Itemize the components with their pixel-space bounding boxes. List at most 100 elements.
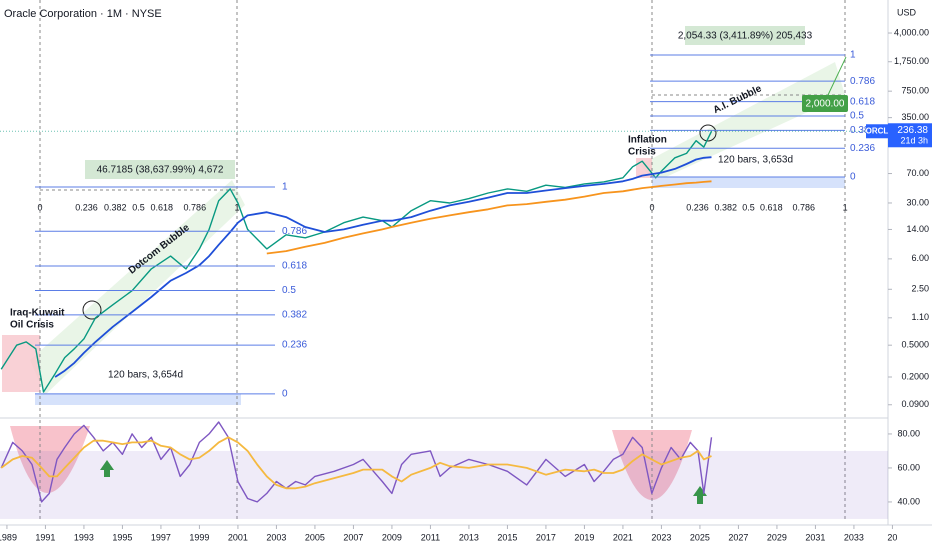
x-tick-label: 1999 xyxy=(189,532,209,542)
measure-text: 46.7185 (38,637.99%) 4,672 xyxy=(97,165,224,176)
x-tick-label: 2003 xyxy=(266,532,286,542)
fib-time-label: 0.382 xyxy=(104,202,127,212)
price-pane xyxy=(0,130,713,393)
y-tick-label: 2.50 xyxy=(911,284,929,294)
chart-title: Oracle Corporation · 1M · NYSE xyxy=(4,8,162,20)
x-tick-label: 2011 xyxy=(421,532,440,542)
y-tick-label: 0.0900 xyxy=(901,399,929,409)
annotation: Inflation xyxy=(628,135,667,146)
measure-box xyxy=(85,160,235,179)
price-tag-text: 236.38 xyxy=(897,125,928,136)
y-tick-label: 14.00 xyxy=(906,224,929,234)
fib-label: 0.5 xyxy=(282,285,296,296)
x-tick-label: 2027 xyxy=(728,532,748,542)
fib-time-label: 0 xyxy=(38,202,43,212)
x-tick-label: 20 xyxy=(887,532,897,542)
bar-count: 120 bars, 3,653d xyxy=(718,155,793,166)
symbol-tag-text: ORCL xyxy=(866,126,889,135)
x-tick-label: 1997 xyxy=(151,532,171,542)
annotation: Crisis xyxy=(628,147,656,158)
x-tick-label: 2025 xyxy=(690,532,710,542)
fib-time-label: 0.786 xyxy=(184,202,207,212)
fib-label: 0.236 xyxy=(850,143,875,154)
currency: USD xyxy=(897,7,917,17)
channel xyxy=(30,180,245,395)
series-line xyxy=(0,421,713,503)
fib-label: 0.786 xyxy=(282,226,307,237)
x-tick-label: 2023 xyxy=(651,532,671,542)
x-tick-label: 2015 xyxy=(497,532,517,542)
channel xyxy=(640,62,845,182)
bar-count: 120 bars, 3,654d xyxy=(108,370,183,381)
y-tick-label: 70.00 xyxy=(906,168,929,178)
price-tag xyxy=(888,123,932,148)
y-tick-label: 0.5000 xyxy=(901,340,929,350)
measure-box xyxy=(685,26,805,45)
target-box xyxy=(802,95,848,112)
rsi-pane xyxy=(0,421,888,519)
fib-label: 1 xyxy=(850,50,856,61)
y-tick-label: 1,750.00 xyxy=(894,56,929,66)
x-tick-label: 2033 xyxy=(844,532,864,542)
fib-time-label: 0 xyxy=(649,202,654,212)
highlight-circle xyxy=(699,124,717,142)
y-tick-label: 6.00 xyxy=(911,253,929,263)
x-tick-label: 2005 xyxy=(305,532,325,542)
x-tick-label: 2029 xyxy=(767,532,787,542)
fib-time-label: 0.786 xyxy=(792,202,815,212)
y-tick-label: 4,000.00 xyxy=(894,27,929,37)
x-tick-label: 2021 xyxy=(613,532,633,542)
y-tick-label: 350.00 xyxy=(901,112,929,122)
series-line xyxy=(0,130,713,393)
x-tick-label: 2009 xyxy=(382,532,402,542)
y-tick-label: 0.2000 xyxy=(901,371,929,381)
y-tick-label: 80.00 xyxy=(897,428,920,438)
fib-time-label: 0.236 xyxy=(75,202,98,212)
x-tick-label: 1991 xyxy=(35,532,55,542)
y-tick-label: 60.00 xyxy=(897,462,920,472)
fib-label: 0.5 xyxy=(850,111,864,122)
highlight-circle xyxy=(82,300,102,320)
fib-band xyxy=(652,177,845,188)
fib-band xyxy=(35,394,241,405)
target-label: 2,000.00 xyxy=(806,99,845,110)
series-line xyxy=(266,180,712,255)
annotation: Oil Crisis xyxy=(10,320,54,331)
x-tick-label: 1995 xyxy=(112,532,132,542)
crisis-zone xyxy=(2,335,40,392)
fib-time-label: 0.618 xyxy=(150,202,173,212)
fib-time-label: 1 xyxy=(843,202,848,212)
series-line xyxy=(0,436,712,490)
fib-label: 0.382 xyxy=(282,310,307,321)
fib-label: 0.618 xyxy=(282,261,307,272)
y-tick-label: 40.00 xyxy=(897,496,920,506)
symbol-tag xyxy=(866,124,888,139)
drawings xyxy=(0,0,932,526)
x-tick-label: 1993 xyxy=(74,532,94,542)
fib-time-label: 0.618 xyxy=(760,202,783,212)
measure-text: 2,054.33 (3,411.89%) 205,433 xyxy=(678,31,813,42)
fib-time-label: 1 xyxy=(234,202,239,212)
fib-time-label: 0.382 xyxy=(714,202,737,212)
x-tick-label: 1989 xyxy=(0,532,17,542)
y-tick-label: 750.00 xyxy=(901,86,929,96)
fib-time-label: 0.236 xyxy=(686,202,709,212)
x-tick-label: 2017 xyxy=(536,532,556,542)
fib-label: 0.786 xyxy=(850,76,875,87)
x-tick-label: 2019 xyxy=(574,532,594,542)
y-tick-label: 1.10 xyxy=(911,312,929,322)
rsi-band xyxy=(0,450,888,519)
rsi-cup xyxy=(10,426,90,493)
fib-label: 0 xyxy=(282,389,288,400)
x-tick-label: 2007 xyxy=(343,532,363,542)
fib-label: 0.382 xyxy=(850,125,875,136)
annotation: Iraq-Kuwait xyxy=(10,308,65,319)
fib-label: 0.618 xyxy=(850,96,875,107)
target-pointer xyxy=(827,56,847,96)
countdown: 21d 3h xyxy=(900,136,928,146)
x-tick-label: 2001 xyxy=(228,532,248,542)
fib-time-label: 0.5 xyxy=(742,202,755,212)
fib-time-label: 0.5 xyxy=(132,202,145,212)
up-arrow xyxy=(693,486,707,504)
